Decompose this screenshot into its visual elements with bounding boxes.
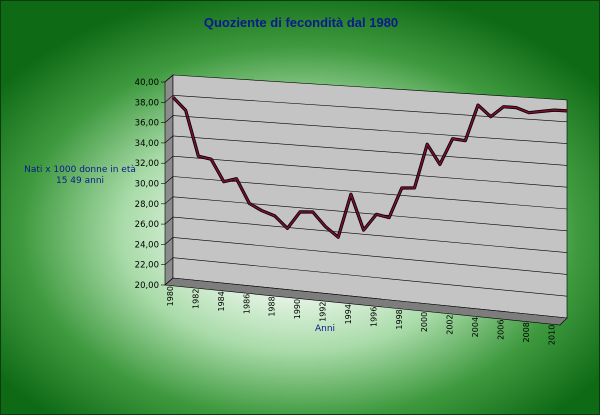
data-point [273, 215, 276, 217]
x-tick-label: 2010 [547, 325, 556, 345]
data-point [515, 106, 518, 109]
gridline [172, 196, 568, 232]
x-tick-label: 1998 [395, 309, 404, 329]
data-point [261, 209, 263, 212]
data-point [311, 211, 314, 213]
series-line [172, 96, 568, 238]
gridline [172, 135, 568, 166]
data-point [388, 216, 390, 219]
gridline [172, 115, 568, 144]
data-point [477, 104, 479, 106]
gridline-side [164, 257, 174, 265]
x-tick-label: 1994 [344, 304, 353, 324]
data-point [502, 105, 505, 108]
y-tick-label: 26,00 [135, 220, 159, 230]
y-tick-label: 30,00 [135, 180, 159, 190]
gridline-side [164, 216, 174, 225]
data-point [248, 202, 251, 205]
y-tick-label: 40,00 [135, 78, 159, 88]
data-point [362, 229, 365, 232]
data-point [489, 115, 492, 118]
y-tick-label: 36,00 [135, 119, 159, 129]
x-tick-label: 1992 [319, 301, 328, 321]
x-tick-label: 1984 [217, 291, 226, 311]
data-point [222, 180, 225, 183]
gridline [172, 155, 568, 188]
data-point [528, 111, 530, 114]
gridline-side [164, 277, 174, 286]
gridline-side [164, 237, 174, 245]
data-point [184, 109, 187, 112]
gridline-side [164, 115, 174, 123]
x-tick-label: 2000 [420, 312, 429, 332]
gridline-side [164, 74, 174, 83]
data-point [350, 193, 352, 196]
data-point [210, 158, 213, 161]
x-tick-label: 1996 [369, 307, 378, 327]
data-point [337, 236, 340, 239]
x-tick-label: 1982 [191, 289, 200, 309]
data-point [413, 187, 416, 189]
x-tick-label: 2002 [446, 314, 455, 334]
plot-area [172, 74, 568, 319]
data-point [439, 163, 441, 166]
data-point [197, 155, 200, 158]
data-point [375, 213, 378, 216]
data-point [400, 187, 403, 189]
gridline-side [164, 176, 174, 184]
x-tick-label: 1988 [268, 296, 277, 316]
x-tick-label: 2004 [471, 317, 480, 337]
x-tick-label: 1980 [166, 286, 175, 306]
data-point [553, 109, 556, 111]
data-point [451, 137, 454, 140]
x-axis-label: Anni [314, 324, 336, 334]
data-point [286, 227, 289, 230]
y-tick-label: 24,00 [135, 240, 159, 250]
data-point [299, 211, 301, 213]
data-point [566, 110, 568, 112]
gridline [172, 216, 568, 253]
gridline-side [164, 135, 174, 144]
y-tick-label: 38,00 [135, 98, 159, 108]
data-point [464, 139, 467, 142]
gridline-side [164, 155, 174, 164]
data-point [426, 143, 429, 146]
x-tick-label: 1990 [293, 299, 302, 319]
data-point [324, 225, 327, 228]
gridline [172, 257, 568, 297]
y-tick-label: 22,00 [135, 261, 159, 271]
y-tick-label: 32,00 [135, 159, 159, 169]
y-axis-label: Nati x 1000 donne in età 15 49 anni [24, 165, 136, 186]
chart-title: Quoziente di fecondità dal 1980 [203, 15, 399, 30]
y-tick-label: 34,00 [135, 139, 159, 149]
gridline-side [164, 196, 174, 205]
y-tick-label: 20,00 [135, 281, 159, 291]
data-point [540, 110, 543, 113]
gridline-side [164, 95, 174, 103]
gridline [172, 95, 568, 123]
data-point [235, 177, 238, 180]
x-tick-label: 1986 [242, 294, 251, 314]
data-point [172, 96, 174, 99]
gridline [172, 237, 568, 275]
y-tick-label: 28,00 [135, 200, 159, 210]
x-tick-label: 2006 [496, 320, 505, 340]
x-tick-label: 2008 [522, 322, 531, 342]
